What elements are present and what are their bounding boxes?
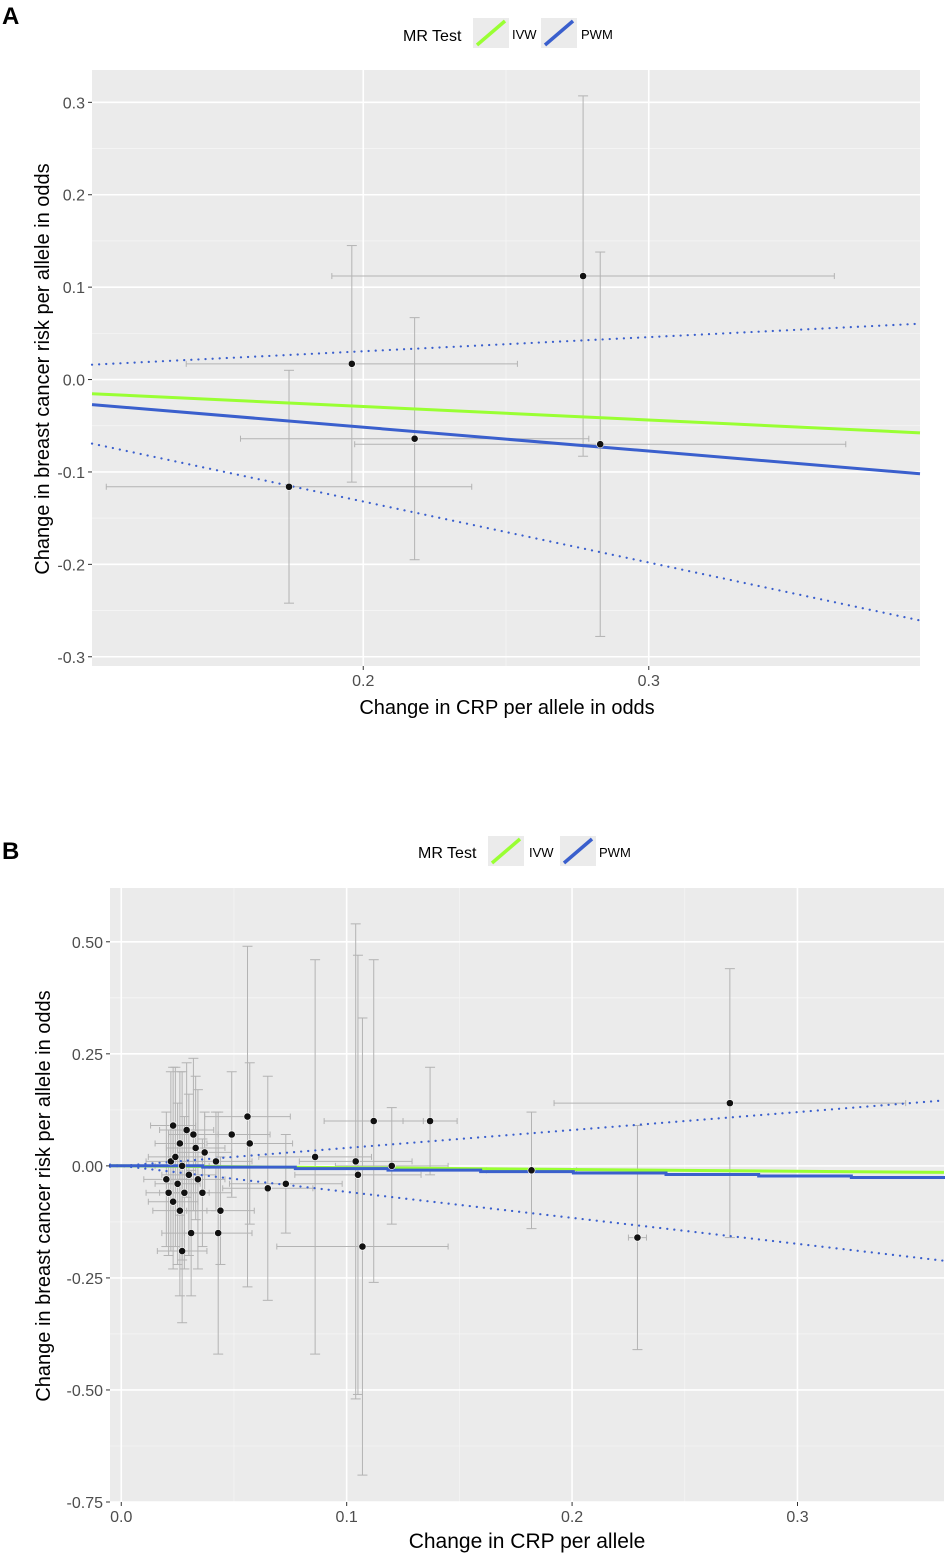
data-point (227, 1130, 236, 1139)
data-point (184, 1170, 193, 1179)
data-point (171, 1153, 180, 1161)
data-point (169, 1121, 178, 1130)
data-point (527, 1166, 536, 1175)
y-tick-label: 0.25 (72, 1047, 103, 1064)
panel-a: A MR Test IVW PWM 0.2 0.3-0.3-0.2-0.10.00… (2, 3, 922, 719)
legend-a: MR Test IVW PWM (403, 18, 613, 48)
data-point (200, 1148, 209, 1157)
data-point (180, 1188, 189, 1197)
data-point (725, 1099, 734, 1108)
data-point (347, 359, 356, 368)
panel-b: B MR Test IVW PWM 0.0 0.1 0.2 0.3 -0.75 -0.50… (2, 836, 945, 1553)
line-pwm-upper-ci (108, 1099, 945, 1168)
x-tick-label: 0.1 (336, 1509, 358, 1526)
data-point (182, 1126, 191, 1134)
legend-a-label-ivw: IVW (512, 27, 537, 42)
data-point (579, 272, 587, 280)
line-pwm-lower-ci (108, 1163, 945, 1262)
data-point (596, 440, 605, 449)
data-point (164, 1188, 173, 1197)
data-point (354, 1170, 362, 1179)
data-point (216, 1206, 225, 1215)
data-point (162, 1175, 171, 1184)
data-point (358, 1242, 367, 1251)
line-ivw (91, 392, 921, 435)
data-point (285, 482, 293, 491)
data-point (214, 1229, 223, 1237)
data-point (369, 1117, 378, 1125)
line-pwm (110, 1164, 945, 1179)
x-tick-label: 0.2 (352, 673, 374, 690)
y-tick-label: 0.1 (63, 280, 85, 297)
data-point (311, 1153, 320, 1161)
data-point (243, 1112, 252, 1121)
legend-b-swatch-pwm (562, 837, 594, 865)
data-point (173, 1179, 182, 1188)
grid-b (110, 888, 944, 1503)
data-point (245, 1139, 254, 1148)
y-tick-label: 0.2 (63, 188, 85, 205)
y-tick-label: 0.3 (63, 95, 85, 112)
x-tick-label: 0.0 (110, 1509, 132, 1526)
y-tick-label: 0.50 (72, 935, 103, 952)
data-point (175, 1206, 184, 1215)
legend-b-title: MR Test (418, 845, 477, 862)
data-point (633, 1233, 642, 1242)
y-tick-label: -0.2 (57, 557, 85, 574)
data-point (191, 1144, 200, 1152)
data-point (194, 1175, 202, 1184)
fit-lines-a (90, 322, 922, 622)
y-tick-label: -0.25 (67, 1271, 104, 1288)
x-axis-label-b: Change in CRP per allele (409, 1530, 646, 1553)
panel-label-a: A (2, 3, 19, 30)
y-axis-label-a: Change in breast cancer risk per allele … (32, 163, 54, 574)
legend-b: MR Test IVW PWM (418, 836, 631, 866)
y-tick-label: 0.0 (63, 373, 85, 390)
data-point (426, 1117, 434, 1125)
data-point (351, 1157, 360, 1166)
fit-lines-b (108, 1099, 945, 1262)
tick-labels-b: 0.0 0.1 0.2 0.3 -0.75 -0.50 -0.25 0.00 0.25 0.50 (67, 935, 809, 1526)
grid-a (92, 70, 920, 666)
legend-a-title: MR Test (403, 28, 462, 45)
legend-a-swatch-ivw (475, 19, 507, 47)
y-tick-label: -0.75 (67, 1495, 104, 1512)
legend-a-label-pwm: PWM (581, 27, 613, 42)
points-a (285, 272, 605, 491)
data-point (178, 1247, 187, 1255)
points-b (162, 1099, 734, 1255)
line-pwm (91, 403, 921, 476)
x-tick-label: 0.3 (638, 673, 660, 690)
data-point (410, 434, 419, 443)
x-tick-label: 0.3 (786, 1509, 808, 1526)
y-tick-label: -0.1 (57, 465, 85, 482)
x-tick-label: 0.2 (561, 1509, 583, 1526)
data-point (198, 1188, 207, 1197)
y-tick-label: 0.00 (72, 1159, 103, 1176)
x-axis-label-a: Change in CRP per allele in odds (359, 697, 654, 719)
y-axis-label-b: Change in breast cancer risk per allele … (33, 990, 55, 1401)
legend-a-swatch-pwm (543, 19, 575, 47)
data-point (178, 1161, 187, 1170)
data-point (281, 1179, 290, 1188)
legend-b-swatch-ivw (490, 837, 522, 865)
data-point (212, 1157, 220, 1166)
data-point (189, 1130, 198, 1139)
data-point (169, 1197, 178, 1206)
legend-b-label-ivw: IVW (529, 845, 554, 860)
legend-b-label-pwm: PWM (599, 845, 631, 860)
y-tick-label: -0.3 (57, 650, 85, 667)
y-tick-label: -0.50 (67, 1383, 104, 1400)
data-point (387, 1161, 396, 1170)
plot-area-b (110, 888, 944, 1502)
line-pwm-lower-ci (90, 442, 922, 622)
data-point (187, 1229, 196, 1237)
data-point (175, 1139, 184, 1148)
data-point (263, 1184, 272, 1193)
tick-labels-a: 0.2 0.3 -0.3 -0.2 -0.1 0.0 0.1 0.2 0.3 (57, 95, 660, 690)
panel-label-b: B (2, 838, 19, 865)
